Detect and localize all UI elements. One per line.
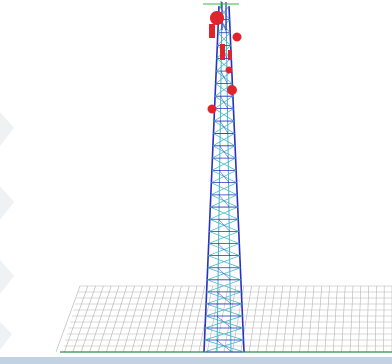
ground-grid [55,285,392,353]
grid-line [316,285,323,353]
grid-line [148,285,167,353]
watermark-chevron [0,260,14,294]
panel-antenna [209,24,215,38]
grid-line [139,285,159,353]
tower-diagonal-brace [212,145,236,159]
grid-line [55,285,81,353]
lattice-tower [203,2,245,353]
grid-line [290,285,299,353]
tower-inner-brace [218,170,230,183]
grid-line [332,285,338,353]
tower-inner-brace [217,267,231,281]
microwave-dish [207,104,217,114]
tower-inner-brace [218,219,231,232]
tower-diagonal-brace [218,5,230,20]
tower-inner-brace [218,194,230,208]
tower-inner-brace [220,96,228,109]
tower-diagonal-brace [208,231,239,244]
grid-line [122,285,143,353]
watermark-chevron [0,186,14,220]
tower-diagonal-brace [215,58,232,72]
grid-line [341,285,346,353]
microwave-dish [210,11,224,25]
tower-diagonal-brace [217,32,231,46]
grid-line [240,285,252,353]
tower-leg [228,5,245,353]
tower-diagonal-brace [210,182,237,196]
tower-diagonal-brace [214,95,234,109]
grid-line [89,285,112,353]
grid-line [248,285,260,353]
grid-line [80,285,104,353]
microwave-dish [232,32,242,42]
grid-line [106,285,128,353]
grid-line [156,285,174,353]
grid-line [223,285,237,353]
tower-diagonal-brace [208,243,240,256]
grid-line [164,285,182,353]
tower-diagonal-brace [212,133,235,147]
grid-line [299,285,307,353]
grid-line [114,285,135,353]
tower-diagonal-brace [211,170,237,183]
tower-diagonal-brace [213,108,234,122]
grid-line [274,285,284,353]
tower-inner-brace [219,145,229,159]
grid-line [72,285,96,353]
tower-inner-brace [219,120,229,134]
tower-diagonal-brace [206,279,241,293]
tower-diagonal-brace [204,327,244,341]
tower-diagonal-brace [210,194,238,208]
tower-diagonal-brace [211,157,236,171]
tower-diagonal-brace [207,255,240,269]
grid-line [265,285,276,353]
microwave-dish [225,66,233,74]
grid-line [366,285,369,353]
grid-line [282,285,291,353]
tower-inner-brace [216,339,233,353]
grid-line [97,285,120,353]
tower-diagonal-brace [217,32,231,46]
axis-marker [203,1,239,8]
watermark-chevrons [0,112,14,350]
grid-line [131,285,151,353]
tower-diagonal-brace [209,206,238,220]
tower-diagonal-brace [209,218,239,232]
grid-line [307,285,315,353]
watermark-chevron [0,112,14,146]
grid-line [64,285,89,353]
grid-line [374,285,377,353]
grid-line [324,285,330,353]
grid-line [181,285,198,353]
tower-diagonal-brace [205,303,243,317]
panel-antenna [220,44,225,60]
tower-inner-brace [216,291,232,305]
tower-inner-brace [217,243,231,256]
grid-line [383,285,385,353]
grid-line [173,285,190,353]
tower-inner-brace [216,315,232,329]
tower-leg-inner [216,5,223,353]
watermark-chevron [0,322,12,350]
grid-line [358,285,362,353]
microwave-dish [227,85,237,95]
grid-line [257,285,268,353]
grid-line [349,285,354,353]
grid-line [190,285,206,353]
tower-leg [203,5,220,353]
tower-diagonal-brace [217,19,230,33]
panel-antenna [228,50,232,60]
bottom-bar [0,357,392,364]
antenna-cluster [207,11,242,114]
tower-diagonal-brace [213,120,235,134]
tower-inner-brace [220,70,228,84]
tower-leg-inner [225,5,232,353]
